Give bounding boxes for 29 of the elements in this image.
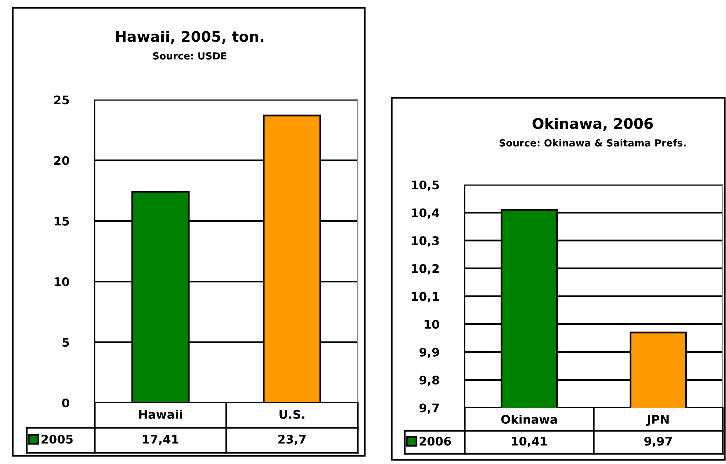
data-label: 9,97 [644, 437, 672, 448]
x-tick-label: U.S. [280, 410, 305, 420]
x-tick-label: Okinawa [502, 414, 558, 424]
chart-subtitle: Source: Okinawa & Saitama Prefs. [500, 139, 686, 147]
data-label: 23,7 [278, 434, 306, 446]
legend-label: 2006 [420, 436, 452, 446]
chart-subtitle: Source: USDE [153, 52, 227, 60]
y-tick-label: 9,7 [420, 404, 440, 414]
y-tick-label: 10,5 [412, 180, 440, 192]
y-tick-label: 10 [54, 278, 70, 286]
chart-title: Okinawa, 2006 [532, 118, 654, 132]
legend-label: 2005 [42, 434, 73, 444]
y-tick-label: 10 [424, 320, 440, 330]
chart-title: Hawaii, 2005, ton. [116, 30, 264, 44]
y-tick-label: 10,2 [412, 264, 439, 275]
y-tick-label: 15 [54, 217, 70, 226]
y-tick-label: 10,1 [412, 292, 440, 303]
data-label: 17,41 [143, 435, 179, 446]
data-label: 10,41 [512, 436, 548, 448]
y-tick-label: 0 [62, 398, 70, 408]
y-tick-label: 25 [54, 96, 70, 105]
y-tick-label: 20 [54, 156, 70, 166]
y-tick-label: 10,4 [412, 208, 440, 220]
y-tick-label: 9,9 [420, 348, 440, 358]
x-tick-label: Hawaii [139, 410, 182, 420]
y-tick-label: 10,3 [412, 236, 440, 247]
x-tick-label: JPN [646, 415, 669, 426]
y-tick-label: 5 [62, 338, 70, 348]
y-tick-label: 9,8 [420, 376, 440, 386]
